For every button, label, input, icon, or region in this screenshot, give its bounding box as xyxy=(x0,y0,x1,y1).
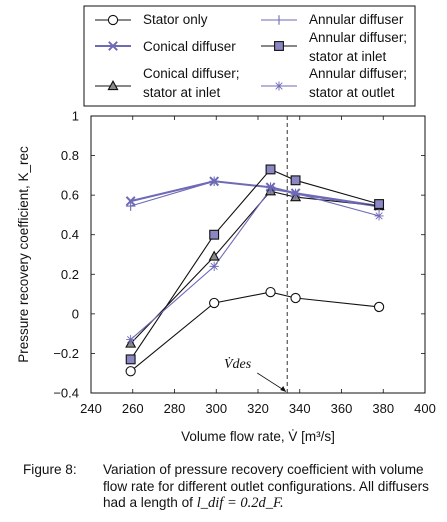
legend-label-2-1: stator at inlet xyxy=(143,85,221,100)
axes-frame xyxy=(90,115,426,394)
data-point-s5-p1 xyxy=(209,261,219,271)
legend-label-1-0: Conical diffuser xyxy=(143,39,236,54)
x-tick-label: 400 xyxy=(414,401,436,416)
legend-marker-5 xyxy=(274,81,284,91)
legend-label-5-0: Annular diffuser; xyxy=(309,66,407,81)
data-point-s0-p0-shape xyxy=(125,366,136,377)
legend: Stator only Conical diffuser Conical diffu… xyxy=(83,5,416,107)
data-point-s3-p1 xyxy=(209,176,219,187)
data-point-s0-p4-shape xyxy=(373,301,385,313)
y-tick-label: 0.2 xyxy=(61,267,79,282)
y-tick-label: −0.2 xyxy=(53,346,79,361)
data-point-s3-p1-shape xyxy=(209,176,219,187)
y-tick-label: 1 xyxy=(72,109,79,124)
data-point-s0-p3 xyxy=(290,292,301,304)
data-point-s5-p2-shape xyxy=(265,184,276,194)
data-point-s4-p2 xyxy=(265,164,276,175)
data-point-s0-p2-shape xyxy=(265,286,276,298)
series-line-5 xyxy=(130,188,380,341)
legend-marker-1 xyxy=(108,41,118,51)
data-point-s0-p4 xyxy=(373,301,385,313)
legend-label-5-1: stator at outlet xyxy=(309,85,395,100)
x-tick-label: 300 xyxy=(205,401,227,416)
data-point-s4-p3 xyxy=(290,175,301,186)
data-point-s4-p4-shape xyxy=(374,199,385,209)
data-point-s3-p0 xyxy=(125,201,136,211)
data-point-s4-p1 xyxy=(209,229,220,240)
y-tick-label: 0 xyxy=(72,306,79,321)
data-point-s4-p2-shape xyxy=(265,164,276,175)
x-tick-label: 340 xyxy=(289,401,311,416)
x-tick-label: 380 xyxy=(372,401,394,416)
figure-caption: Figure 8: Variation of pressure recovery… xyxy=(23,462,443,512)
data-point-s0-p0 xyxy=(125,366,136,377)
data-point-s4-p1-shape xyxy=(209,229,220,240)
plot-area: 240 260 280 300 320 340 360 380 400 −0.4 −0.2 0 0.2 0… xyxy=(16,109,436,445)
series-line-3 xyxy=(130,180,380,208)
legend-marker-5-shape xyxy=(274,81,284,91)
caption-math: l_dif = 0.2d_F. xyxy=(196,495,284,511)
x-tick-label: 260 xyxy=(122,401,144,416)
data-point-s4-p0-shape xyxy=(125,354,136,365)
legend-marker-2-shape xyxy=(107,80,119,91)
data-point-s2-p1-shape xyxy=(208,250,220,261)
legend-marker-1-shape xyxy=(108,41,118,51)
x-tick-label: 240 xyxy=(80,401,102,416)
legend-marker-0 xyxy=(107,14,119,26)
data-point-s0-p3-shape xyxy=(290,292,301,304)
data-point-s5-p0-shape xyxy=(126,334,136,345)
series-line-4 xyxy=(130,168,380,360)
data-point-s5-p1-shape xyxy=(209,261,219,271)
legend-marker-0-shape xyxy=(107,14,119,26)
data-point-s1-p0 xyxy=(125,196,136,206)
data-point-s4-p0 xyxy=(125,354,136,365)
data-point-s0-p2 xyxy=(265,286,276,298)
data-point-s0-p1-shape xyxy=(209,297,220,309)
x-axis-label: Volume flow rate, V̇ [m³/s] xyxy=(181,429,335,444)
y-tick-label: 0.6 xyxy=(61,188,79,203)
data-point-s5-p4-shape xyxy=(374,211,384,221)
x-tick-label: 360 xyxy=(331,401,353,416)
data-point-s5-p0 xyxy=(126,334,136,345)
legend-box xyxy=(83,5,416,107)
legend-marker-2 xyxy=(107,80,119,91)
legend-marker-4-shape xyxy=(274,41,284,51)
design-point-arrow xyxy=(257,372,286,392)
y-axis-label: Pressure recovery coefficient, K_rec xyxy=(16,146,31,363)
data-point-s4-p4 xyxy=(374,199,385,209)
series-line-2 xyxy=(130,190,380,344)
y-tick-label: −0.4 xyxy=(53,386,79,401)
y-tick-label: 0.4 xyxy=(61,227,79,242)
data-point-s1-p0-shape xyxy=(125,196,136,206)
x-tick-label: 320 xyxy=(247,401,269,416)
legend-marker-3 xyxy=(274,15,284,25)
y-tick-label: 0.8 xyxy=(61,148,79,163)
legend-label-4-0: Annular diffuser; xyxy=(309,30,407,45)
data-point-s5-p3 xyxy=(290,188,301,198)
design-point-label: V̇des xyxy=(224,356,252,372)
data-point-s5-p2 xyxy=(265,184,276,194)
caption-text: Variation of pressure recovery coefficie… xyxy=(103,462,429,510)
legend-label-2-0: Conical diffuser; xyxy=(143,66,240,81)
data-point-s3-p0-shape xyxy=(125,201,136,211)
data-point-s5-p4 xyxy=(374,211,384,221)
legend-label-4-1: stator at inlet xyxy=(309,49,387,64)
data-point-s5-p3-shape xyxy=(290,188,301,198)
design-point-arrowhead xyxy=(280,386,287,392)
caption-label: Figure 8: xyxy=(23,462,77,477)
legend-marker-3-shape xyxy=(274,15,284,25)
data-point-s0-p1 xyxy=(209,297,220,309)
data-point-s2-p1 xyxy=(208,250,220,261)
legend-marker-4 xyxy=(274,41,284,51)
legend-label-3-0: Annular diffuser xyxy=(309,12,404,27)
data-point-s4-p3-shape xyxy=(290,175,301,186)
x-tick-label: 280 xyxy=(164,401,186,416)
legend-label-0-0: Stator only xyxy=(143,12,208,27)
